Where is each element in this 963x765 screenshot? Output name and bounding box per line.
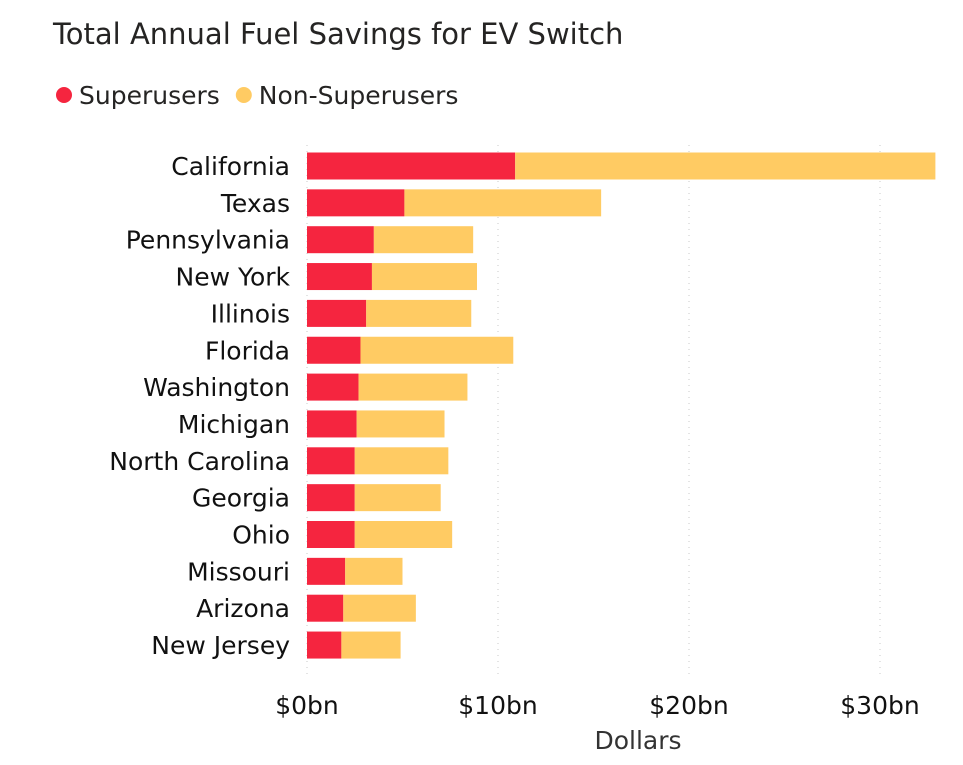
category-label: New Jersey bbox=[151, 631, 290, 660]
category-label: Florida bbox=[205, 336, 290, 365]
bar-florida-non-superusers bbox=[360, 336, 514, 364]
legend-marker-1 bbox=[235, 87, 252, 103]
bar-arizona-non-superusers bbox=[343, 594, 416, 622]
category-label: Ohio bbox=[232, 521, 290, 550]
category-label: Georgia bbox=[192, 484, 290, 513]
x-tick-label: $10bn bbox=[458, 691, 537, 720]
bar-california-superusers bbox=[307, 152, 516, 180]
category-label: Texas bbox=[220, 189, 290, 218]
bar-illinois-non-superusers bbox=[366, 299, 472, 327]
category-label: California bbox=[171, 152, 290, 181]
bar-missouri-superusers bbox=[307, 557, 346, 585]
x-axis-ticks: $0bn $10bn $20bn $30bn bbox=[275, 691, 919, 720]
bar-texas-non-superusers bbox=[404, 189, 602, 217]
bar-pennsylvania-superusers bbox=[307, 226, 374, 254]
chart-title: Total Annual Fuel Savings for EV Switch bbox=[52, 17, 623, 51]
category-labels: California Texas Pennsylvania New York Illin… bbox=[109, 152, 290, 660]
category-label: Pennsylvania bbox=[126, 226, 290, 255]
bar-arizona-superusers bbox=[307, 594, 344, 622]
category-label: North Carolina bbox=[109, 447, 290, 476]
gridlines bbox=[306, 145, 881, 675]
bar-illinois-superusers bbox=[307, 299, 367, 327]
bar-north-carolina-non-superusers bbox=[354, 447, 449, 475]
x-tick-label: $30bn bbox=[840, 691, 919, 720]
bar-new-york-non-superusers bbox=[371, 263, 477, 291]
bar-new-york-superusers bbox=[307, 263, 372, 291]
x-tick-label: $20bn bbox=[649, 691, 728, 720]
legend-label-1: Non-Superusers bbox=[259, 81, 459, 110]
bar-pennsylvania-non-superusers bbox=[373, 226, 474, 254]
bar-michigan-superusers bbox=[307, 410, 357, 438]
category-label: Missouri bbox=[187, 557, 290, 586]
category-label: Washington bbox=[143, 373, 290, 402]
legend-label-0: Superusers bbox=[79, 81, 220, 110]
legend: Superusers Non-Superusers bbox=[56, 81, 458, 110]
bar-florida-superusers bbox=[307, 336, 361, 364]
bar-texas-superusers bbox=[307, 189, 405, 217]
category-label: Arizona bbox=[196, 594, 290, 623]
bar-new-jersey-non-superusers bbox=[341, 631, 401, 659]
bar-ohio-superusers bbox=[307, 521, 355, 548]
category-label: Illinois bbox=[211, 299, 290, 328]
bar-ohio-non-superusers bbox=[354, 521, 453, 548]
category-label: New York bbox=[176, 263, 291, 292]
bar-michigan-non-superusers bbox=[356, 410, 445, 438]
bar-north-carolina-superusers bbox=[307, 447, 355, 475]
x-axis-label: Dollars bbox=[594, 726, 681, 755]
bar-washington-non-superusers bbox=[358, 373, 468, 401]
category-label: Michigan bbox=[178, 410, 290, 439]
legend-marker-0 bbox=[56, 87, 72, 103]
bar-missouri-non-superusers bbox=[345, 557, 403, 585]
bar-california-non-superusers bbox=[515, 152, 936, 180]
bars bbox=[307, 152, 936, 659]
bar-georgia-superusers bbox=[307, 484, 355, 512]
bar-washington-superusers bbox=[307, 373, 359, 401]
bar-georgia-non-superusers bbox=[354, 484, 441, 512]
bar-new-jersey-superusers bbox=[307, 631, 342, 659]
x-tick-label: $0bn bbox=[275, 691, 339, 720]
